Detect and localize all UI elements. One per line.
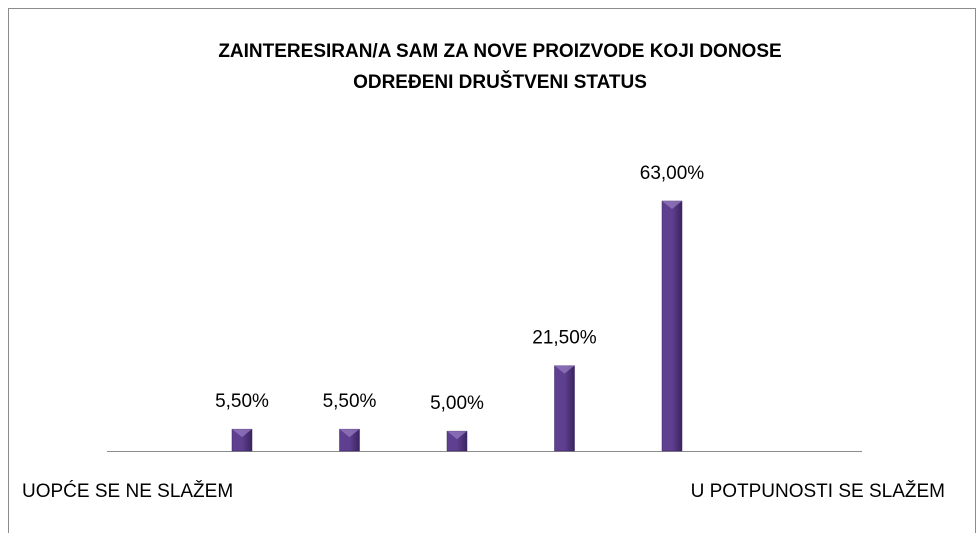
data-label: 21,50% bbox=[532, 328, 597, 349]
bar-bevel bbox=[447, 431, 467, 440]
bar bbox=[554, 365, 575, 452]
chart-frame bbox=[8, 8, 976, 533]
bar-bevel bbox=[662, 201, 682, 209]
bar bbox=[661, 200, 683, 452]
bar-bevel bbox=[554, 365, 575, 374]
bar-bevel bbox=[232, 429, 252, 438]
data-label: 5,00% bbox=[430, 393, 484, 414]
chart-title: ZAINTERESIRAN/A SAM ZA NOVE PROIZVODE KO… bbox=[218, 41, 781, 62]
data-label: 5,50% bbox=[215, 391, 269, 412]
x-tick-label: UOPĆE SE NE SLAŽEM bbox=[22, 480, 233, 502]
x-tick-label: U POTPUNOSTI SE SLAŽEM bbox=[691, 480, 945, 502]
chart-title: ODREĐENI DRUŠTVENI STATUS bbox=[353, 71, 647, 93]
data-label: 63,00% bbox=[640, 163, 705, 184]
bar-bevel bbox=[339, 429, 360, 438]
data-label: 5,50% bbox=[323, 391, 377, 412]
